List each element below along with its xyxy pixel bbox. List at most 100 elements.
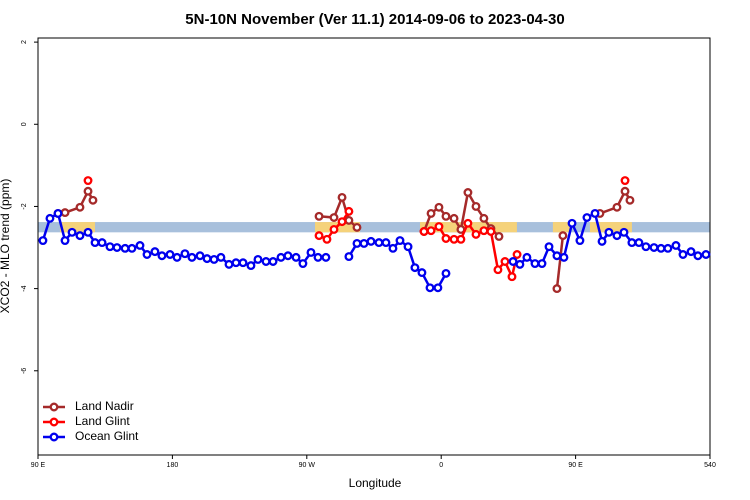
data-point xyxy=(88,195,98,205)
data-point xyxy=(381,238,391,248)
data-point xyxy=(127,243,137,253)
data-point xyxy=(494,231,504,241)
data-point xyxy=(291,252,301,262)
y-tick-label: -6 xyxy=(21,368,28,374)
data-point xyxy=(508,257,518,266)
data-point xyxy=(246,261,256,271)
data-point xyxy=(425,283,435,293)
data-point xyxy=(314,211,324,221)
data-point xyxy=(83,186,93,196)
x-tick-label: 180 xyxy=(167,462,179,469)
data-point xyxy=(75,231,85,241)
data-point xyxy=(559,252,569,262)
data-point xyxy=(344,252,354,262)
data-point xyxy=(663,243,673,253)
data-point xyxy=(612,202,622,212)
data-point xyxy=(567,218,577,228)
x-tick-label: 90 E xyxy=(568,462,583,469)
data-point xyxy=(558,231,568,241)
data-point xyxy=(471,229,481,239)
data-point xyxy=(112,243,122,252)
data-point xyxy=(329,225,339,234)
data-point xyxy=(530,259,540,268)
data-point xyxy=(590,208,600,218)
data-point xyxy=(283,251,293,261)
data-point xyxy=(45,213,55,223)
legend-label: Ocean Glint xyxy=(75,429,139,443)
data-point xyxy=(441,234,451,243)
data-point xyxy=(195,251,205,261)
data-point xyxy=(53,208,63,218)
data-point xyxy=(463,218,473,228)
data-point xyxy=(625,195,635,205)
band-highlight xyxy=(59,222,96,233)
legend-label: Land Glint xyxy=(75,414,130,428)
plot-frame xyxy=(37,37,711,456)
data-point xyxy=(537,259,547,268)
data-point xyxy=(604,227,614,237)
data-point xyxy=(60,208,70,218)
data-point xyxy=(410,263,420,273)
data-point xyxy=(209,254,219,264)
data-point xyxy=(426,208,436,218)
legend-marker xyxy=(49,417,59,427)
data-point xyxy=(656,243,666,253)
x-tick-label: 0 xyxy=(439,462,443,469)
data-point xyxy=(329,213,339,222)
legend-marker xyxy=(49,402,59,412)
data-point xyxy=(253,254,263,264)
data-point xyxy=(426,226,436,236)
data-point xyxy=(522,252,532,262)
data-point xyxy=(395,236,405,245)
data-point xyxy=(261,257,271,266)
data-point xyxy=(298,259,308,268)
data-point xyxy=(344,206,354,216)
data-point xyxy=(597,236,607,246)
data-point xyxy=(120,243,130,253)
data-point xyxy=(441,211,451,221)
data-point xyxy=(337,217,347,227)
data-point xyxy=(641,242,651,252)
data-point xyxy=(202,254,212,264)
series-line xyxy=(555,235,565,289)
data-point xyxy=(619,227,629,237)
band-highlight xyxy=(552,222,570,233)
data-point xyxy=(224,259,234,269)
data-point xyxy=(97,238,107,248)
data-point xyxy=(582,213,592,222)
band-highlight xyxy=(589,222,632,233)
legend-marker xyxy=(49,432,59,442)
data-point xyxy=(419,227,429,236)
data-point xyxy=(486,227,496,236)
data-point xyxy=(479,213,489,223)
data-point xyxy=(693,251,703,261)
data-point xyxy=(359,238,369,248)
data-point xyxy=(575,236,585,245)
data-point xyxy=(105,242,115,252)
data-point xyxy=(515,259,525,269)
data-point xyxy=(344,215,354,225)
data-point xyxy=(165,250,175,259)
data-point xyxy=(157,251,167,261)
data-point xyxy=(366,236,376,246)
data-point xyxy=(83,176,93,186)
data-point xyxy=(238,258,248,268)
data-point xyxy=(479,226,489,236)
data-point xyxy=(500,257,510,266)
data-point xyxy=(671,241,681,250)
data-point xyxy=(135,241,145,250)
data-point xyxy=(552,284,562,294)
x-axis-label: Longitude xyxy=(349,476,402,490)
x-tick-label: 90 W xyxy=(299,462,316,469)
data-point xyxy=(552,251,562,261)
data-point xyxy=(172,252,182,262)
data-point xyxy=(449,234,459,244)
data-point xyxy=(463,188,473,197)
data-point xyxy=(388,243,398,253)
data-point xyxy=(456,234,466,244)
data-point xyxy=(433,283,443,293)
data-point xyxy=(321,252,331,262)
data-point xyxy=(512,250,522,259)
data-point xyxy=(620,186,630,196)
